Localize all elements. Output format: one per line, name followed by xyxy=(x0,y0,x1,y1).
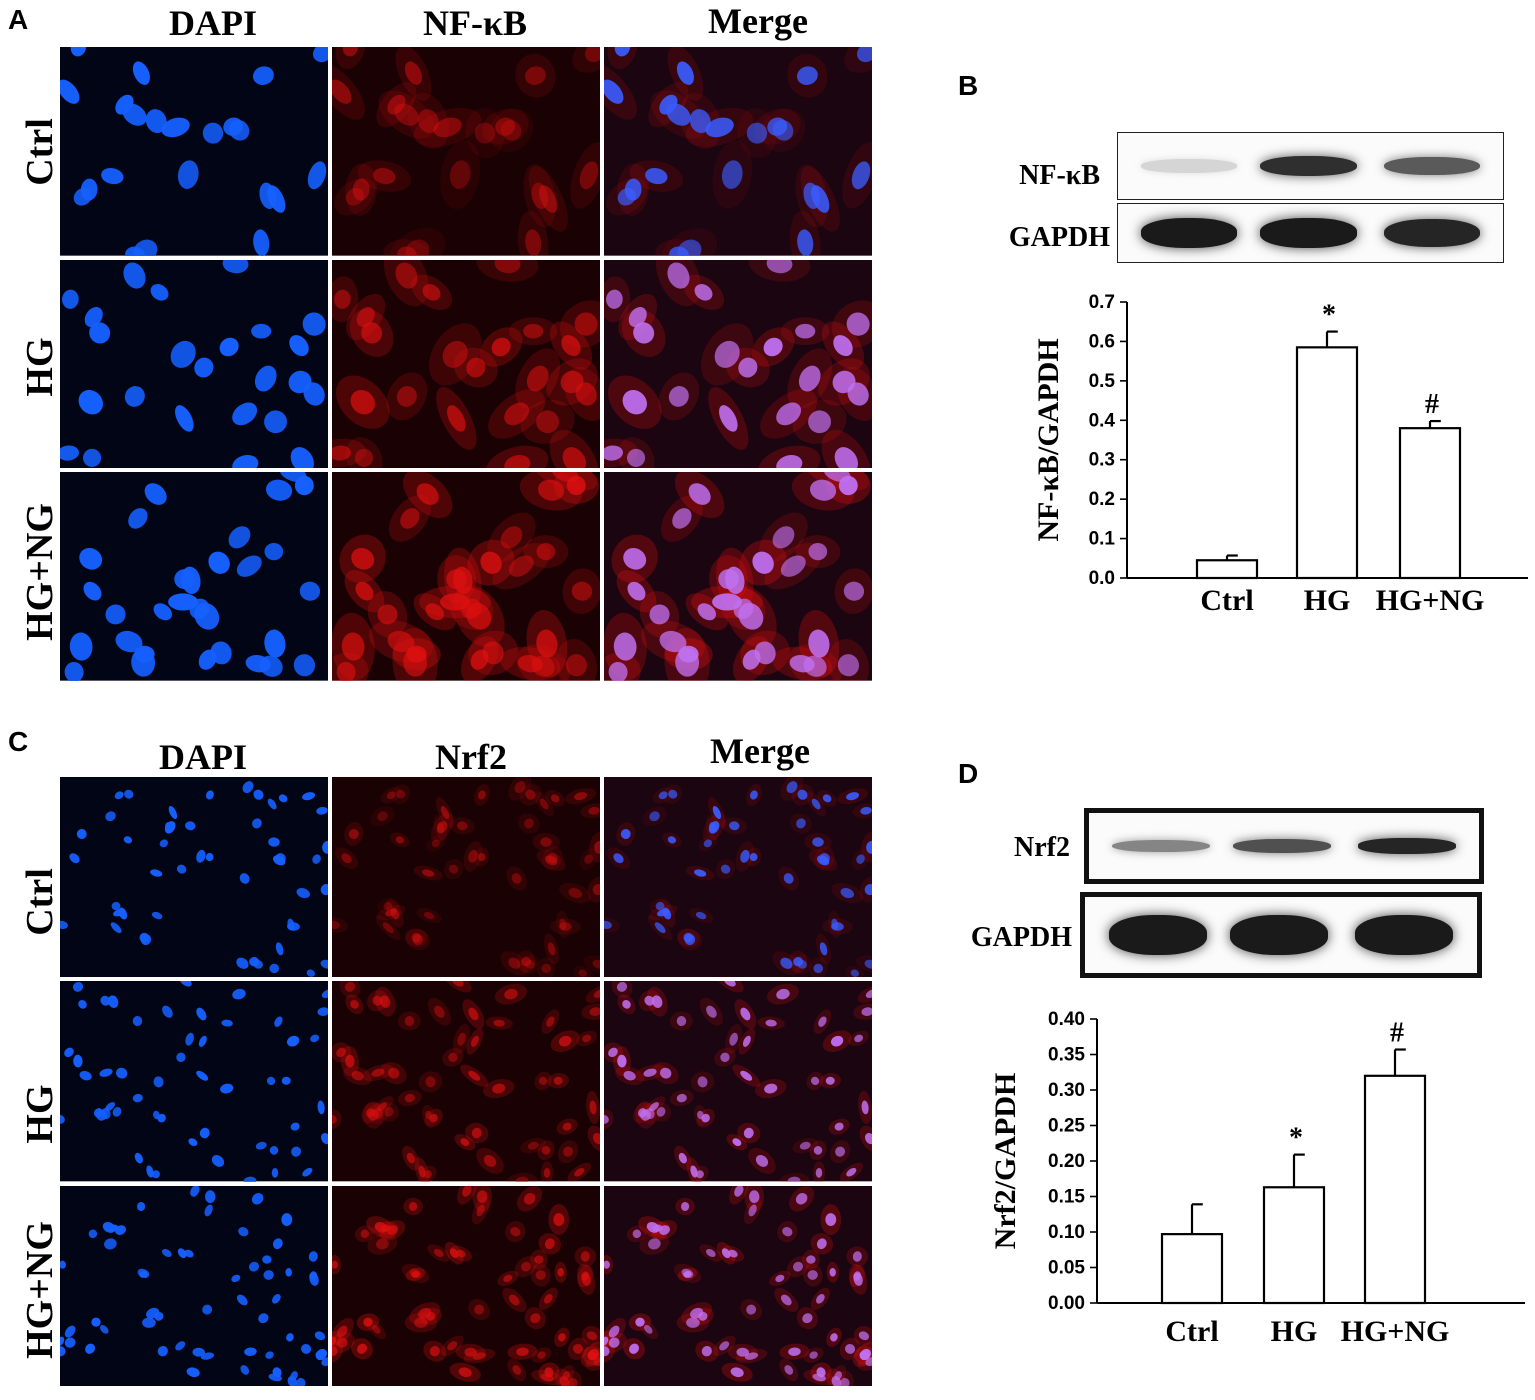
y-tick-label: 0.5 xyxy=(1089,371,1116,392)
y-tick-label: 0.25 xyxy=(1048,1116,1085,1137)
band-ctrl xyxy=(1141,159,1238,173)
y-tick-label: 0.7 xyxy=(1089,292,1115,313)
panel-b-blot-label-nfkb: NF-κB xyxy=(1019,160,1100,191)
panel-b-blot-gapdh xyxy=(1117,203,1504,263)
y-tick-label: 0.05 xyxy=(1048,1258,1085,1279)
y-tick-label: 0.40 xyxy=(1048,1009,1085,1030)
panel-a-tile-hgng-nfkb xyxy=(332,472,600,681)
panel-a-tile-ctrl-merge xyxy=(604,47,872,256)
panel-a-row-hgng: HG+NG xyxy=(19,503,61,641)
bar-hg xyxy=(1262,1186,1326,1305)
y-tick-label: 0.1 xyxy=(1089,529,1116,550)
x-tick-label: HG+NG xyxy=(1341,1315,1450,1348)
y-tick-label: 0.0 xyxy=(1089,568,1115,589)
panel-c-tile-hg-merge xyxy=(604,981,872,1182)
band-hg xyxy=(1260,218,1357,248)
panel-d-blot-label-gapdh: GAPDH xyxy=(970,922,1072,953)
panel-d-letter: D xyxy=(958,758,979,789)
bar-hg xyxy=(1295,346,1359,580)
panel-a-tile-hgng-dapi xyxy=(60,472,328,681)
panel-a-tile-ctrl-dapi xyxy=(60,47,328,256)
band-ctrl xyxy=(1141,218,1238,248)
panel-a-tile-hg-nfkb xyxy=(332,259,600,469)
significance-mark: * xyxy=(1289,1123,1303,1154)
panel-c-tile-hgng-merge xyxy=(604,1185,872,1386)
panel-c-tile-hgng-dapi xyxy=(60,1185,328,1386)
panel-a-col-dapi: DAPI xyxy=(169,3,257,43)
x-tick-label: HG xyxy=(1271,1315,1318,1348)
panel-c-col-dapi: DAPI xyxy=(159,737,247,777)
panel-d-blot-label-nrf2: Nrf2 xyxy=(1014,832,1070,863)
band-hg xyxy=(1233,838,1331,854)
y-tick-label: 0.35 xyxy=(1048,1045,1085,1066)
panel-c-letter: C xyxy=(8,726,29,757)
panel-c-row-ctrl: Ctrl xyxy=(19,868,61,936)
y-tick-label: 0.15 xyxy=(1048,1187,1085,1208)
band-ctrl xyxy=(1108,915,1207,955)
band-hgng xyxy=(1355,915,1454,955)
x-tick-label: Ctrl xyxy=(1165,1315,1218,1348)
band-hgng xyxy=(1383,218,1480,248)
band-ctrl xyxy=(1112,839,1210,853)
band-hgng xyxy=(1383,156,1480,176)
panel-a-tile-hgng-merge xyxy=(604,472,872,681)
panel-c-row-hg: HG xyxy=(19,1084,61,1144)
x-tick-label: HG+NG xyxy=(1376,584,1485,617)
x-tick-label: Ctrl xyxy=(1200,584,1253,617)
panel-c-row-hgng: HG+NG xyxy=(19,1221,61,1359)
band-hg xyxy=(1260,155,1357,177)
panel-a-col-nfkb: NF-κB xyxy=(423,3,527,43)
panel-d-bar-chart: 0.00 0.05 0.10 0.15 0.20 0.25 0.30 0.35 0.40 Nrf2… xyxy=(989,1009,1525,1348)
panel-a-row-hg: HG xyxy=(19,337,61,397)
band-hg xyxy=(1230,915,1329,955)
panel-a-row-ctrl: Ctrl xyxy=(19,118,61,186)
panel-c-tile-ctrl-dapi xyxy=(60,777,328,978)
panel-c-tile-ctrl-merge xyxy=(604,777,872,978)
y-tick-label: 0.30 xyxy=(1048,1080,1085,1101)
panel-d-blot-gapdh xyxy=(1080,892,1482,978)
panel-a-micrograph-grid xyxy=(60,47,872,681)
panel-a-letter: A xyxy=(8,4,29,35)
significance-mark: * xyxy=(1322,300,1336,331)
panel-c-micrograph-grid xyxy=(60,777,872,1386)
panel-a-tile-ctrl-nfkb xyxy=(332,47,600,256)
panel-b-bar-chart: 0.0 0.1 0.2 0.3 0.4 0.5 0.6 0.7 NF-κB/GAPDH Ctrl *… xyxy=(1032,292,1528,617)
panel-a-tile-hg-merge xyxy=(604,259,872,469)
panel-c-tile-hg-dapi xyxy=(60,981,328,1182)
significance-mark: # xyxy=(1390,1018,1404,1049)
y-tick-label: 0.20 xyxy=(1048,1151,1085,1172)
panel-c-col-nrf2: Nrf2 xyxy=(435,737,507,777)
x-tick-label: HG xyxy=(1304,584,1351,617)
panel-b-blot-label-gapdh: GAPDH xyxy=(1008,222,1110,253)
panel-b-letter: B xyxy=(958,70,979,101)
y-tick-label: 0.6 xyxy=(1089,331,1115,352)
y-tick-label: 0.4 xyxy=(1089,410,1116,431)
band-hgng xyxy=(1358,838,1456,854)
y-axis-label: NF-κB/GAPDH xyxy=(1032,338,1065,541)
panel-d-blot-nrf2 xyxy=(1084,808,1484,884)
bar-ctrl xyxy=(1195,559,1259,580)
panel-a-tile-hg-dapi xyxy=(60,259,328,469)
bar-ctrl xyxy=(1160,1233,1224,1305)
panel-a-col-merge: Merge xyxy=(708,1,808,41)
panel-c-tile-hg-nrf2 xyxy=(332,981,600,1182)
y-tick-label: 0.10 xyxy=(1048,1222,1085,1243)
panel-c-tile-hgng-nrf2 xyxy=(332,1185,600,1386)
y-tick-label: 0.3 xyxy=(1089,450,1115,471)
panel-b-blot-nfkb xyxy=(1117,132,1504,200)
bar-hg-ng xyxy=(1398,427,1462,580)
panel-c-tile-ctrl-nrf2 xyxy=(332,777,600,978)
y-axis-label: Nrf2/GAPDH xyxy=(989,1073,1022,1250)
bar-hg-ng xyxy=(1363,1074,1427,1305)
panel-c-col-merge: Merge xyxy=(710,731,810,771)
y-tick-label: 0.2 xyxy=(1089,489,1115,510)
y-tick-label: 0.00 xyxy=(1048,1293,1085,1314)
significance-mark: # xyxy=(1425,389,1439,420)
